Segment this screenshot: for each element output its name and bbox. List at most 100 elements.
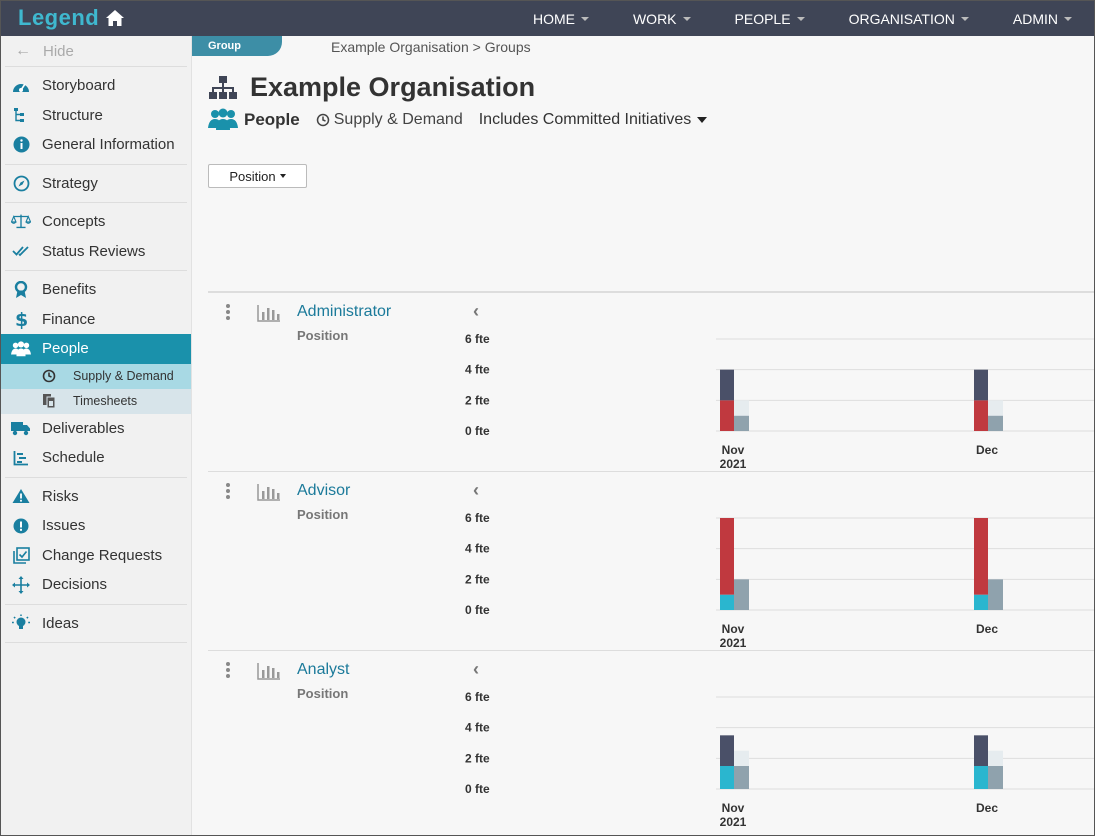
demand-bar-cyan[interactable] [974,766,988,789]
chevron-left-icon[interactable]: ‹ [473,301,479,321]
sidebar-item-people[interactable]: People [1,334,191,364]
chevron-left-icon[interactable]: ‹ [473,480,479,500]
supply-demand-link[interactable]: Supply & Demand [316,111,463,129]
sidebar-item-label: Supply & Demand [73,369,174,383]
kebab-menu-icon[interactable] [226,662,230,678]
timesheet-icon [41,393,57,409]
sidebar-item-general-information[interactable]: General Information [5,130,187,160]
sidebar-item-timesheets[interactable]: Timesheets [1,388,191,414]
sidebar-item-supply-demand[interactable]: Supply & Demand [1,363,191,389]
nav-organisation[interactable]: ORGANISATION [827,1,991,36]
kebab-menu-icon[interactable] [226,304,230,320]
y-tick-label: 2 fte [465,751,490,765]
x-tick-label: Dec [976,622,998,636]
group-tab[interactable]: Group [192,36,282,56]
supply-bar-grey[interactable] [734,579,749,610]
main-content: Group Example Organisation > Groups Exam… [192,36,1094,835]
supply-bar-grey[interactable] [988,579,1003,610]
sidebar-item-decisions[interactable]: Decisions [5,570,187,600]
sidebar-item-label: General Information [42,136,175,154]
sidebar-item-label: Status Reviews [42,242,146,260]
sidebar-item-storyboard[interactable]: Storyboard [5,71,187,101]
sidebar-item-ideas[interactable]: Ideas [5,609,187,639]
sidebar-item-label: Strategy [42,174,98,192]
sidebar-item-schedule[interactable]: Schedule [5,443,187,473]
sidebar-item-label: Ideas [42,614,79,632]
breadcrumb[interactable]: Example Organisation > Groups [331,39,531,55]
kebab-menu-icon[interactable] [226,483,230,499]
brand-logo[interactable]: Legend [18,5,125,31]
people-label: People [244,110,300,129]
demand-bar-red[interactable] [974,518,988,595]
fte-chart: 6 fte 4 fte 2 fte 0 fte Nov 2021 Dec [456,679,1094,829]
sidebar-item-change-requests[interactable]: Change Requests [5,541,187,571]
demand-bar-dark[interactable] [974,369,988,401]
position-row: Analyst Position ‹ 6 fte 4 fte 2 fte 0 fte Nov 2… [208,650,1094,829]
sidebar-hide-button[interactable]: ← Hide [5,36,187,67]
chevron-left-icon[interactable]: ‹ [473,659,479,679]
sidebar-item-label: Concepts [42,213,106,231]
y-tick-label: 0 fte [465,424,490,438]
sidebar-item-deliverables[interactable]: Deliverables [5,414,187,444]
main-nav: HOME WORK PEOPLE ORGANISATION ADMIN [511,1,1094,36]
y-tick-label: 0 fte [465,782,490,796]
sidebar-item-risks[interactable]: Risks [5,482,187,512]
sidebar-item-label: Benefits [42,281,97,299]
position-type-label: Position [297,507,349,522]
fte-chart: 6 fte 4 fte 2 fte 0 fte Nov 2021 Dec [456,321,1094,471]
demand-bar-dark[interactable] [720,735,734,766]
demand-bar-red[interactable] [720,518,734,595]
position-name-link[interactable]: Administrator [297,303,392,320]
position-name-link[interactable]: Advisor [297,482,351,499]
org-chart-icon [209,75,237,99]
position-dropdown-button[interactable]: Position [208,164,307,188]
supply-bar-grey[interactable] [988,415,1003,431]
sidebar-item-strategy[interactable]: Strategy [5,169,187,199]
nav-admin[interactable]: ADMIN [991,1,1094,36]
nav-people[interactable]: PEOPLE [713,1,827,36]
supply-bar-light[interactable] [988,750,1003,766]
sidebar-item-label: Finance [42,310,96,328]
sidebar-item-finance[interactable]: $ Finance [5,305,187,335]
bar-chart-icon[interactable] [257,662,281,680]
demand-bar-cyan[interactable] [720,594,734,610]
position-row: Administrator Position ‹ 6 fte 4 fte 2 fte 0 f… [208,291,1094,471]
bar-chart-icon[interactable] [257,304,281,322]
y-tick-label: 4 fte [465,363,490,377]
includes-dropdown[interactable]: Includes Committed Initiatives [479,111,708,129]
demand-bar-dark[interactable] [974,735,988,766]
demand-bar-red[interactable] [974,400,988,431]
sidebar-item-status-reviews[interactable]: Status Reviews [5,237,187,267]
caret-down-icon [960,16,969,21]
sidebar-item-label: Decisions [42,576,108,594]
sidebar-item-structure[interactable]: Structure [5,101,187,131]
position-type-label: Position [297,686,349,701]
supply-bar-grey[interactable] [734,766,749,789]
demand-bar-dark[interactable] [720,369,734,401]
supply-bar-grey[interactable] [988,766,1003,789]
sidebar-item-label: Storyboard [42,77,116,95]
supply-bar-light[interactable] [734,400,749,416]
double-check-icon [11,242,31,260]
supply-bar-grey[interactable] [734,415,749,431]
sidebar-item-benefits[interactable]: Benefits [5,275,187,305]
position-name-link[interactable]: Analyst [297,661,350,678]
demand-bar-red[interactable] [720,400,734,431]
y-tick-label: 0 fte [465,603,490,617]
sidebar-item-issues[interactable]: Issues [5,511,187,541]
bar-chart-icon[interactable] [257,483,281,501]
sidebar-item-concepts[interactable]: Concepts [5,207,187,237]
nav-home[interactable]: HOME [511,1,611,36]
supply-bar-light[interactable] [988,400,1003,416]
demand-bar-cyan[interactable] [974,594,988,610]
position-rows: Administrator Position ‹ 6 fte 4 fte 2 fte 0 f… [208,291,1094,829]
clock-icon [316,113,329,127]
sidebar-item-label: Schedule [42,449,105,467]
supply-bar-light[interactable] [734,750,749,766]
fte-chart: 6 fte 4 fte 2 fte 0 fte Nov 2021 Dec [456,500,1094,650]
top-navbar: Legend HOME WORK PEOPLE ORGANISATION ADM… [1,1,1094,36]
clock-icon [41,368,57,384]
nav-work[interactable]: WORK [611,1,713,36]
demand-bar-cyan[interactable] [720,766,734,789]
